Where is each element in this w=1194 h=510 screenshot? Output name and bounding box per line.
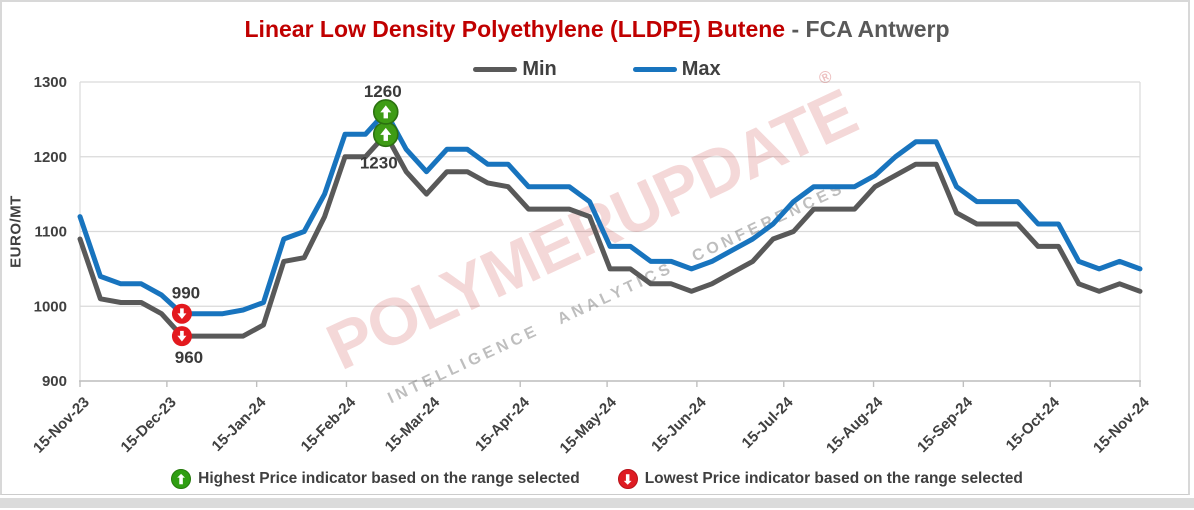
max-line-swatch xyxy=(632,67,677,72)
x-tick-label: 15-Dec-23 xyxy=(118,394,180,456)
series-min-line xyxy=(77,131,1143,339)
chart-title-separator: - xyxy=(785,16,806,42)
highest-max-value-label: 1260 xyxy=(364,82,402,101)
x-tick-label: 15-Feb-24 xyxy=(298,393,360,455)
legend-max-label: Max xyxy=(681,58,721,80)
x-tick-label: 15-Nov-24 xyxy=(1090,393,1153,456)
legend-min-label: Min xyxy=(522,58,557,80)
chart-title: Linear Low Density Polyethylene (LLDPE) … xyxy=(0,16,1194,43)
page-background-strip xyxy=(0,498,1194,508)
y-tick-label: 1000 xyxy=(34,298,67,315)
x-tick-label: 15-Jul-24 xyxy=(739,393,797,451)
highest-indicator-text: Highest Price indicator based on the ran… xyxy=(198,470,580,487)
series-max-line xyxy=(77,109,1143,317)
lowest-min-indicator-icon xyxy=(171,326,192,347)
highest-price-icon: ⬆ xyxy=(171,469,192,489)
lowest-min-value-label: 960 xyxy=(175,348,203,367)
y-tick-label: 900 xyxy=(42,373,67,390)
watermark-text: POLYMERUPDATE xyxy=(316,74,867,384)
lowest-indicator-legend: ⬇ Lowest Price indicator based on the ra… xyxy=(617,469,1023,489)
chart-title-product: Linear Low Density Polyethylene (LLDPE) … xyxy=(244,16,786,42)
x-tick-label: 15-Jan-24 xyxy=(209,393,270,454)
highest-min-indicator-icon xyxy=(372,121,399,148)
legend-item-min: Min xyxy=(473,58,557,81)
y-tick-label: 1100 xyxy=(34,224,67,241)
x-tick-label: 15-May-24 xyxy=(557,393,621,457)
x-tick-label: 15-Sep-24 xyxy=(914,393,977,456)
lowest-max-indicator-icon xyxy=(171,303,192,324)
chart-title-market: FCA Antwerp xyxy=(805,16,950,42)
x-tick-label: 15-Apr-24 xyxy=(472,393,533,454)
highest-min-value-label: 1230 xyxy=(360,153,398,172)
lowest-indicator-text: Lowest Price indicator based on the rang… xyxy=(644,470,1023,487)
y-tick-label: 1200 xyxy=(34,149,67,166)
x-tick-label: 15-Nov-23 xyxy=(30,394,93,457)
highest-indicator-legend: ⬆ Highest Price indicator based on the r… xyxy=(171,469,580,489)
y-tick-label: 1300 xyxy=(34,74,67,91)
legend-item-max: Max xyxy=(632,58,721,81)
indicator-legend: ⬆ Highest Price indicator based on the r… xyxy=(0,469,1194,489)
highest-max-indicator-icon xyxy=(372,99,399,125)
min-line-swatch xyxy=(473,67,518,72)
x-axis: 15-Nov-23 15-Dec-23 15-Jan-24 15-Feb-24 15-M… xyxy=(30,380,1153,457)
lowest-max-value-label: 990 xyxy=(172,284,200,303)
x-tick-label: 15-Aug-24 xyxy=(823,393,887,457)
lowest-price-icon: ⬇ xyxy=(617,469,638,489)
legend: Min Max xyxy=(0,58,1194,81)
gridlines: 900 1000 1100 1200 1300 xyxy=(34,74,1141,390)
x-tick-label: 15-Jun-24 xyxy=(648,393,710,455)
x-tick-label: 15-Oct-24 xyxy=(1003,393,1064,454)
